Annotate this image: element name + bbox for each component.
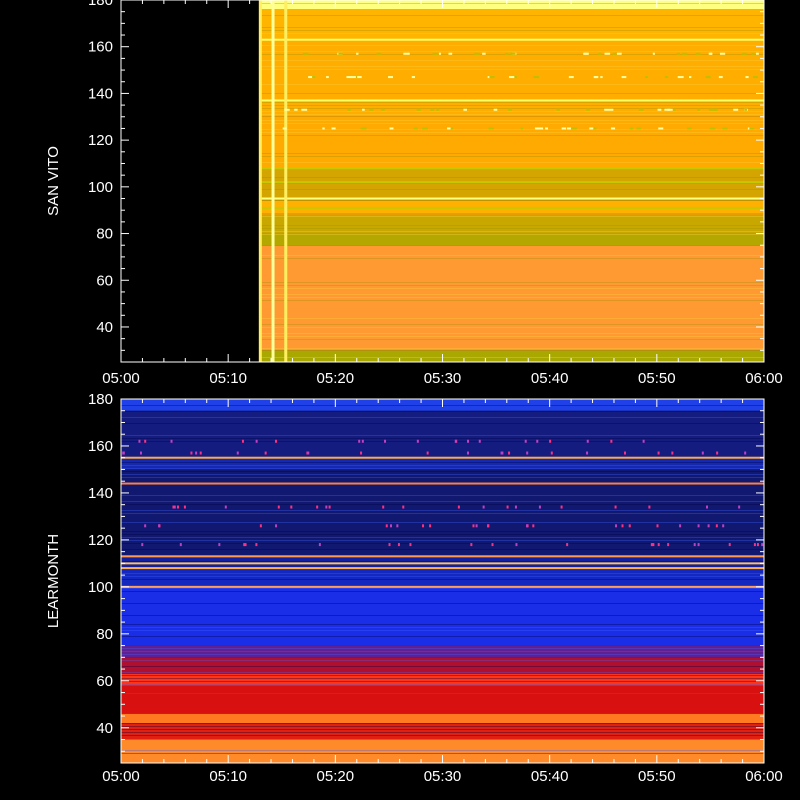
y-tick-label: 120 (88, 132, 113, 149)
vertical-streak (271, 0, 275, 362)
heatmap-area (121, 399, 764, 763)
emission-line (121, 555, 764, 558)
x-tick-label: 05:40 (531, 370, 569, 387)
y-tick-label: 100 (88, 579, 113, 596)
frequency-band (121, 214, 764, 234)
x-tick-label: 06:00 (745, 768, 783, 785)
emission-line (121, 181, 764, 184)
y-tick-label: 180 (88, 0, 113, 9)
y-tick-label: 180 (88, 391, 113, 408)
frequency-band (121, 713, 764, 724)
emission-line (121, 585, 764, 588)
frequency-band (121, 739, 764, 763)
no-data-region (121, 0, 261, 362)
frequency-band (121, 586, 764, 646)
x-tick-label: 05:00 (102, 370, 140, 387)
frequency-band (121, 657, 764, 674)
y-tick-label: 40 (96, 319, 113, 336)
emission-line (121, 562, 764, 565)
x-tick-label: 05:10 (209, 370, 247, 387)
vertical-streak (284, 0, 288, 362)
x-tick-label: 06:00 (745, 370, 783, 387)
y-tick-label: 60 (96, 673, 113, 690)
emission-line (121, 456, 764, 459)
heatmap-area (121, 0, 764, 362)
frequency-band (121, 673, 764, 686)
y-tick-label: 160 (88, 438, 113, 455)
emission-line (121, 167, 764, 170)
frequency-band (121, 723, 764, 740)
y-tick-label: 100 (88, 179, 113, 196)
emission-line (121, 206, 764, 209)
x-tick-label: 05:30 (424, 768, 462, 785)
y-tick-label: 160 (88, 39, 113, 56)
frequency-band (121, 685, 764, 714)
emission-line (121, 482, 764, 485)
emission-line (121, 567, 764, 570)
x-tick-label: 05:30 (424, 370, 462, 387)
emission-line (121, 38, 764, 41)
emission-line (121, 99, 764, 102)
frequency-band (121, 568, 764, 587)
vertical-streak (258, 0, 262, 362)
y-axis-title: SAN VITO (45, 146, 62, 216)
frequency-band (121, 556, 764, 569)
noise-texture (121, 3, 764, 358)
x-tick-label: 05:20 (317, 370, 355, 387)
frequency-band (121, 410, 764, 458)
y-tick-label: 60 (96, 272, 113, 289)
x-tick-label: 05:20 (317, 768, 355, 785)
spectrogram-panel-1: 05:00 05:10 05:20 05:30 05:40 05:50 06:00 40 60 8… (45, 0, 783, 387)
x-tick-label: 05:10 (209, 768, 247, 785)
x-tick-label: 05:50 (638, 768, 676, 785)
y-tick-label: 80 (96, 626, 113, 643)
y-tick-label: 140 (88, 485, 113, 502)
frequency-band (121, 457, 764, 470)
x-tick-label: 05:40 (531, 768, 569, 785)
signal-dashes (282, 52, 759, 130)
x-tick-label: 05:50 (638, 370, 676, 387)
emission-line (121, 197, 764, 200)
y-axis-title: LEARMONTH (45, 534, 62, 628)
spectrogram-panel-2: 05:00 05:10 05:20 05:30 05:40 05:50 06:00 40 60 8… (45, 391, 783, 785)
frequency-band (121, 645, 764, 658)
y-tick-label: 140 (88, 85, 113, 102)
y-tick-label: 120 (88, 532, 113, 549)
x-tick-label: 05:00 (102, 768, 140, 785)
frequency-band (121, 233, 764, 246)
interference-spots (122, 439, 764, 547)
y-tick-label: 40 (96, 720, 113, 737)
y-tick-label: 80 (96, 226, 113, 243)
